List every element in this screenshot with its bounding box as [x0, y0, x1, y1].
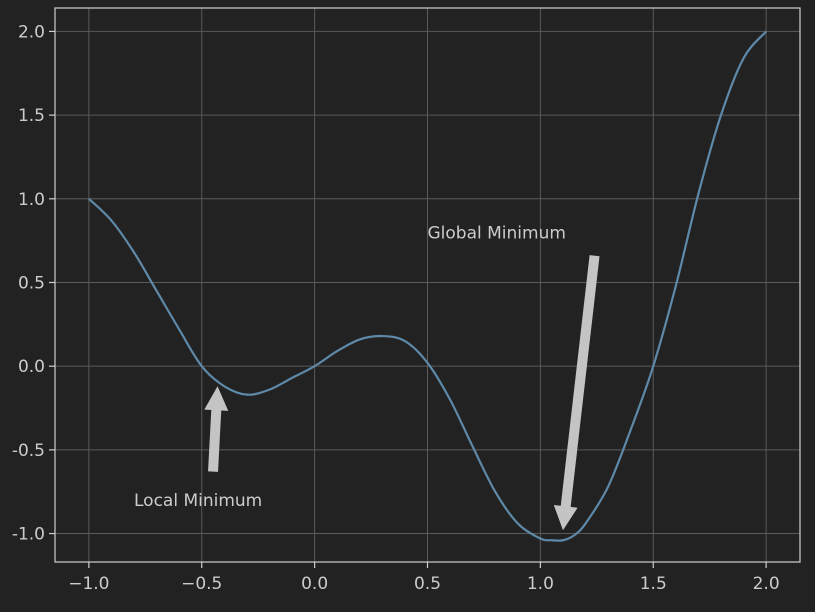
annotation-arrow	[553, 255, 600, 531]
annotation-label: Local Minimum	[134, 491, 262, 511]
y-tick-label: 0.0	[18, 357, 45, 377]
annotations: Local Minimum Global Minimum	[134, 223, 600, 531]
annotation-arrow	[204, 386, 229, 472]
grid-lines	[55, 8, 800, 562]
y-tick-label: 0.5	[18, 273, 45, 293]
annotation-label: Global Minimum	[428, 223, 566, 243]
x-tick-label: 1.0	[527, 574, 554, 594]
x-tick-label: 0.5	[414, 574, 441, 594]
y-tick-label: 1.0	[18, 190, 45, 210]
x-tick-label: −0.5	[181, 574, 222, 594]
y-tick-label: -1.0	[12, 525, 45, 545]
x-tick-label: 2.0	[753, 574, 780, 594]
series-line	[88, 30, 767, 542]
y-tick-label: 1.5	[18, 106, 45, 126]
x-tick-label: 1.5	[640, 574, 667, 594]
series-lines	[88, 30, 767, 542]
x-tick-label: 0.0	[301, 574, 328, 594]
y-tick-label: 2.0	[18, 22, 45, 42]
x-axis-ticks: −1.0 −0.5 0.0 0.5 1.0 1.5 2.0	[68, 562, 780, 594]
y-axis-ticks: -1.0 -0.5 0.0 0.5 1.0 1.5 2.0	[12, 22, 55, 545]
x-tick-label: −1.0	[68, 574, 109, 594]
y-tick-label: -0.5	[12, 441, 45, 461]
